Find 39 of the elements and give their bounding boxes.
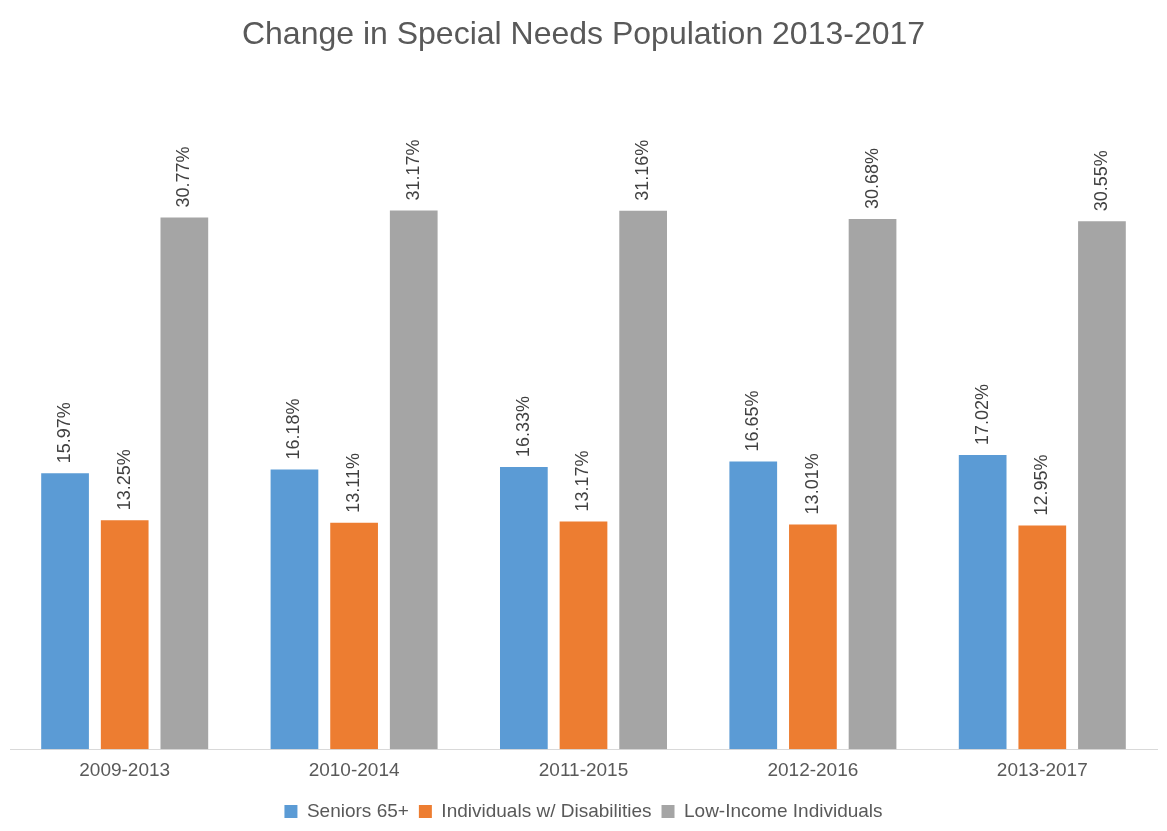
bar	[1018, 525, 1067, 750]
legend-label: Individuals w/ Disabilities	[441, 799, 652, 821]
bar	[559, 521, 608, 750]
data-label: 16.18%	[283, 398, 304, 460]
data-label: 31.17%	[402, 139, 423, 201]
x-tick-label: 2013-2017	[996, 758, 1088, 780]
bar	[958, 455, 1007, 750]
data-label: 13.11%	[343, 452, 364, 513]
x-tick-label: 2011-2015	[538, 758, 629, 780]
bar	[389, 210, 438, 750]
bar	[270, 469, 319, 750]
data-label: 13.01%	[801, 453, 822, 515]
data-label: 12.95%	[1031, 454, 1052, 516]
bar	[160, 217, 209, 750]
bar	[500, 467, 548, 750]
data-label: 30.55%	[1090, 150, 1111, 212]
data-label: 30.77%	[173, 146, 194, 208]
data-label: 16.33%	[512, 395, 533, 458]
data-label: 13.17%	[572, 450, 593, 512]
data-label: 31.16%	[632, 139, 653, 201]
data-label: 16.65%	[742, 390, 763, 452]
bar	[1078, 221, 1126, 750]
bar	[330, 522, 378, 750]
bar	[729, 461, 778, 750]
data-label: 15.97%	[54, 402, 75, 464]
x-tick-label: 2010-2014	[308, 758, 400, 780]
data-label: 30.68%	[861, 147, 882, 210]
legend-label: Seniors 65+	[306, 799, 409, 821]
x-tick-label: 2009-2013	[79, 758, 171, 780]
bar	[100, 520, 149, 750]
chart-title: Change in Special Needs Population 2013-2017	[241, 15, 926, 52]
bar	[848, 219, 897, 750]
legend-label: Low-Income Individuals	[684, 799, 883, 821]
data-label: 13.25%	[113, 449, 134, 511]
bar	[41, 473, 89, 750]
x-tick-label: 2012-2016	[767, 758, 859, 780]
bar	[619, 210, 667, 750]
data-label: 17.02%	[971, 384, 992, 446]
bar	[789, 524, 837, 750]
